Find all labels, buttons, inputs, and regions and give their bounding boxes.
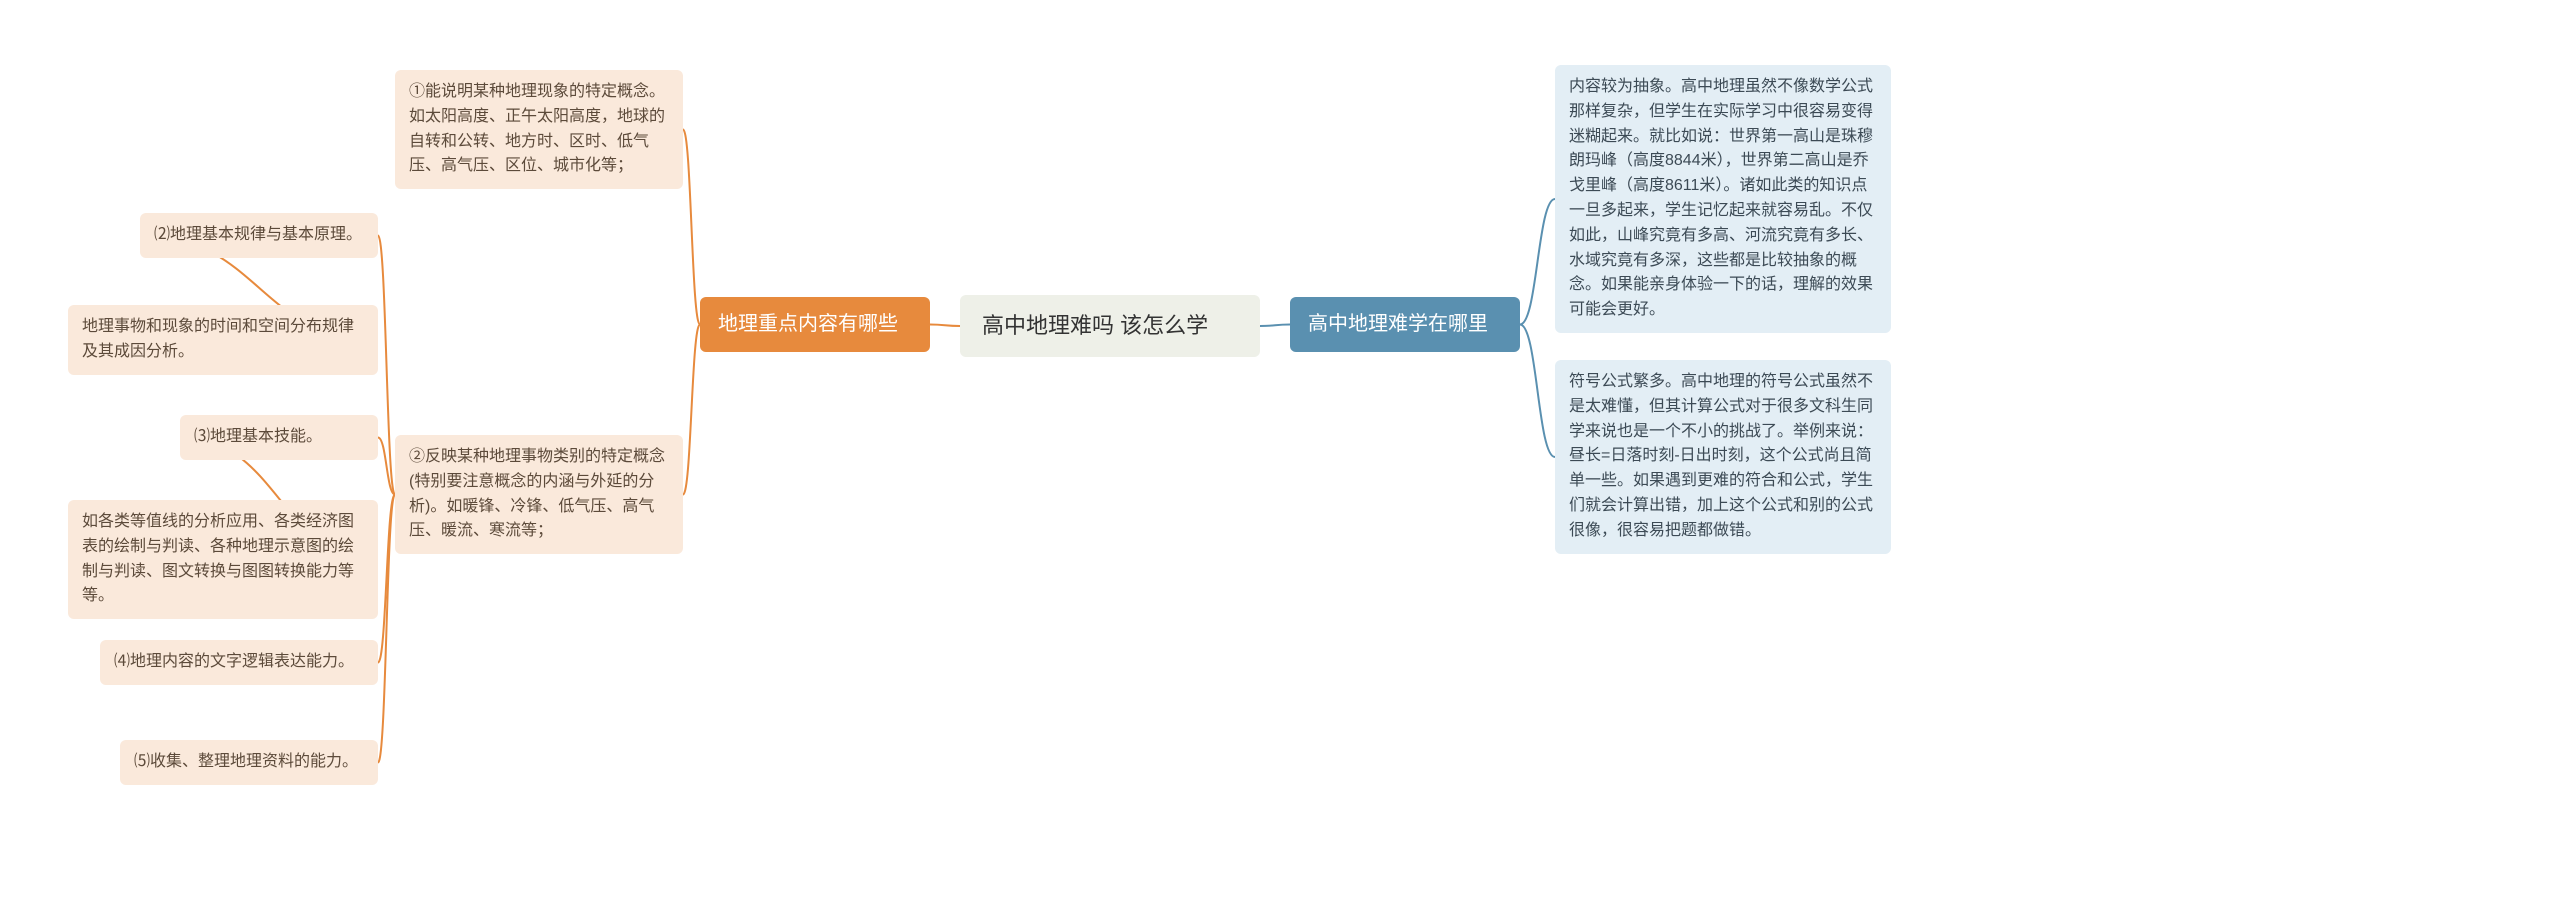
left-gc-b: ⑶地理基本技能。	[180, 415, 378, 460]
left-gc-a: ⑵地理基本规律与基本原理。	[140, 213, 378, 258]
left-gc-b1: 如各类等值线的分析应用、各类经济图表的绘制与判读、各种地理示意图的绘制与判读、图…	[68, 500, 378, 619]
left-child-2: ②反映某种地理事物类别的特定概念(特别要注意概念的内涵与外延的分析)。如暖锋、冷…	[395, 435, 683, 554]
right-child-1: 内容较为抽象。高中地理虽然不像数学公式那样复杂，但学生在实际学习中很容易变得迷糊…	[1555, 65, 1891, 333]
root-node: 高中地理难吗 该怎么学	[960, 295, 1260, 357]
left-gc-d: ⑸收集、整理地理资料的能力。	[120, 740, 378, 785]
left-gc-c: ⑷地理内容的文字逻辑表达能力。	[100, 640, 378, 685]
left-child-1: ①能说明某种地理现象的特定概念。如太阳高度、正午太阳高度，地球的自转和公转、地方…	[395, 70, 683, 189]
right-branch-label: 高中地理难学在哪里	[1290, 297, 1520, 352]
right-child-2: 符号公式繁多。高中地理的符号公式虽然不是太难懂，但其计算公式对于很多文科生同学来…	[1555, 360, 1891, 554]
left-branch-label: 地理重点内容有哪些	[700, 297, 930, 352]
left-gc-a1: 地理事物和现象的时间和空间分布规律及其成因分析。	[68, 305, 378, 375]
